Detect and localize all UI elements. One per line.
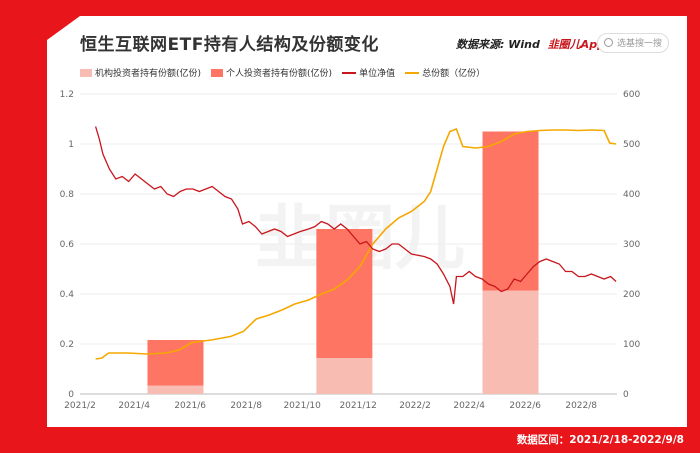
data-range-footer: 数据区间：2021/2/18-2022/9/8 — [516, 434, 684, 446]
legend-label: 机构投资者持有份额(亿份) — [95, 69, 202, 79]
legend-item-individual: 个人投资者持有份额(亿份) — [211, 66, 332, 79]
x-tick-label: 2021/8 — [230, 401, 262, 411]
nav-line — [94, 126, 617, 305]
y-right-tick-label: 600 — [623, 90, 640, 100]
total-shares-line — [95, 127, 617, 360]
y-left-tick-label: 0.4 — [60, 290, 75, 300]
x-tick-label: 2022/8 — [565, 401, 597, 411]
y-left-tick-label: 0.8 — [60, 190, 75, 200]
bar-individual — [482, 131, 539, 291]
bar-individual — [316, 229, 373, 358]
source-label: 数据来源: Wind — [456, 38, 540, 51]
y-left-tick-label: 1 — [68, 140, 74, 150]
x-tick-label: 2022/2 — [399, 401, 431, 411]
x-tick-label: 2021/10 — [283, 401, 321, 411]
y-left-tick-label: 0.2 — [60, 340, 74, 350]
y-left-tick-label: 1.2 — [60, 90, 74, 100]
search-placeholder: 选基搜一搜 — [617, 39, 663, 49]
y-left-tick-label: 0 — [68, 390, 74, 400]
y-right-tick-label: 0 — [623, 390, 629, 400]
y-right-tick-label: 100 — [623, 340, 640, 350]
bar-institutional — [147, 385, 204, 394]
data-source: 数据来源: Wind 韭圈儿App — [456, 36, 605, 52]
x-tick-label: 2021/6 — [174, 401, 206, 411]
legend-label: 总份额（亿份） — [422, 69, 486, 79]
x-tick-label: 2021/4 — [118, 401, 150, 411]
legend-item-total: 总份额（亿份） — [405, 66, 485, 79]
bar-institutional — [482, 290, 539, 394]
x-tick-label: 2022/6 — [509, 401, 541, 411]
x-tick-label: 2022/4 — [453, 401, 485, 411]
legend-item-nav: 单位净值 — [342, 66, 395, 79]
search-icon — [604, 38, 613, 47]
y-right-tick-label: 400 — [623, 190, 640, 200]
y-left-tick-label: 0.6 — [60, 240, 75, 250]
legend-label: 个人投资者持有份额(亿份) — [226, 69, 333, 79]
legend-label: 单位净值 — [359, 69, 396, 79]
legend-swatch — [211, 68, 224, 77]
legend-swatch — [342, 71, 357, 74]
bar-institutional — [316, 358, 373, 394]
legend-swatch — [405, 71, 420, 74]
bar-individual — [147, 340, 204, 386]
y-right-tick-label: 300 — [623, 240, 640, 250]
corner-decoration — [0, 0, 80, 62]
legend-item-institutional: 机构投资者持有份额(亿份) — [80, 66, 201, 79]
brand-logo: 韭圈儿App — [547, 38, 605, 51]
legend-swatch — [80, 68, 92, 77]
chart-legend: 机构投资者持有份额(亿份) 个人投资者持有份额(亿份) 单位净值 总份额（亿份） — [80, 66, 485, 79]
y-right-tick-label: 500 — [623, 140, 640, 150]
chart-title: 恒生互联网ETF持有人结构及份额变化 — [80, 35, 379, 55]
fund-search-input[interactable]: 选基搜一搜 — [597, 33, 669, 53]
x-tick-label: 2021/12 — [339, 401, 376, 411]
y-right-tick-label: 200 — [623, 290, 640, 300]
x-tick-label: 2021/2 — [64, 401, 96, 411]
